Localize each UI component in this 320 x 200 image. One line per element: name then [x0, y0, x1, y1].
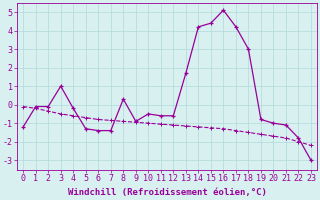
- X-axis label: Windchill (Refroidissement éolien,°C): Windchill (Refroidissement éolien,°C): [68, 188, 267, 197]
